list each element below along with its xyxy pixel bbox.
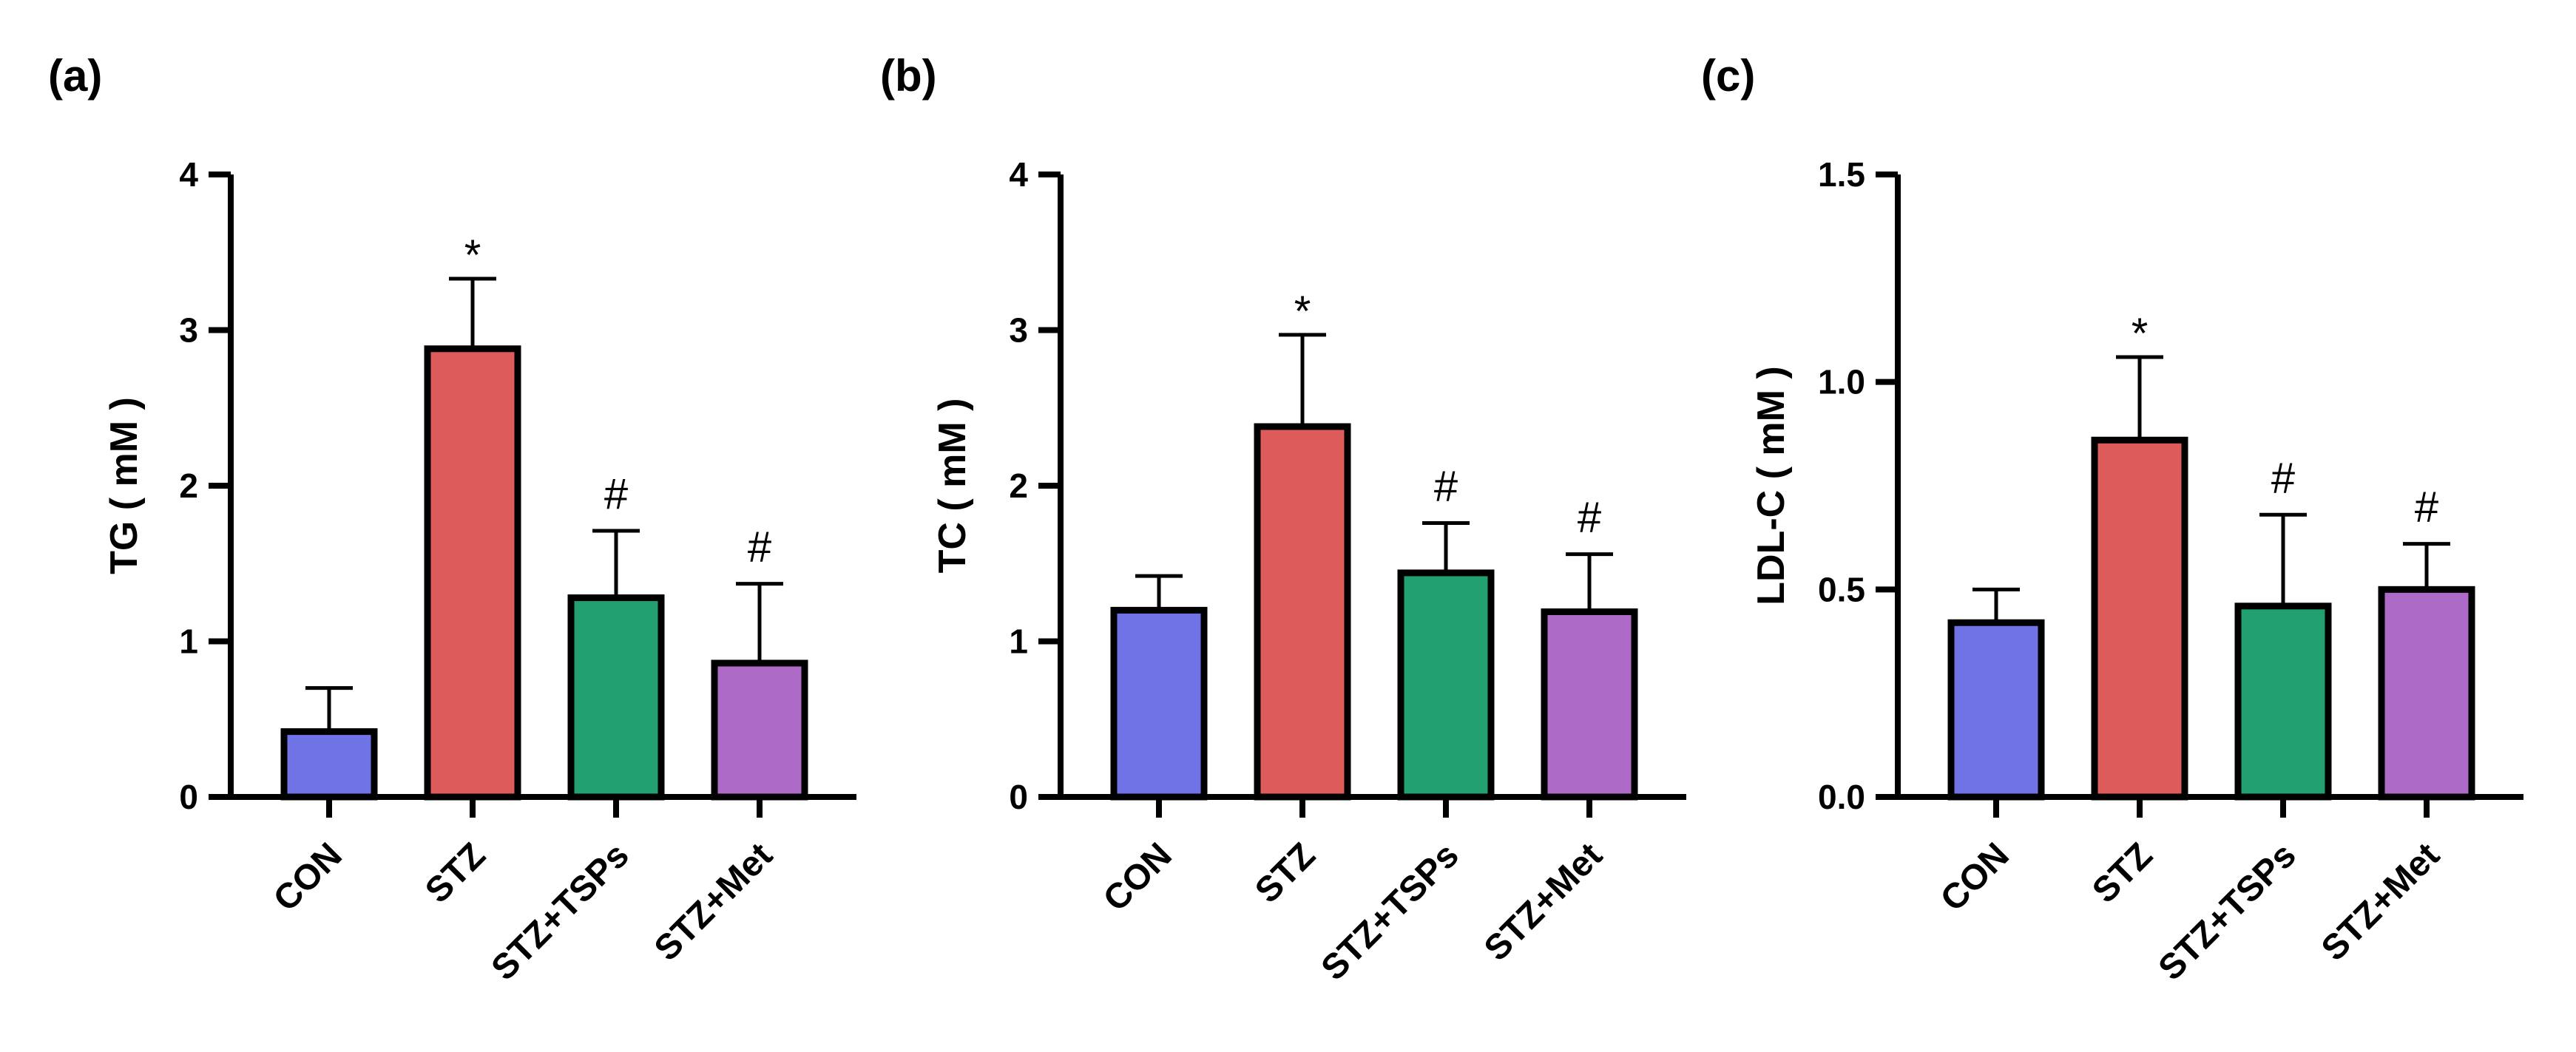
x-tick-label: STZ+Met <box>1477 835 1610 968</box>
y-tick-label: 1 <box>179 622 198 661</box>
significance-hash: # <box>604 470 628 518</box>
bar-con <box>280 728 378 801</box>
x-tick-label: STZ+TSPs <box>2151 835 2303 988</box>
bar-con <box>1947 619 2045 801</box>
bar-con <box>1110 606 1208 801</box>
significance-star: * <box>464 231 481 279</box>
y-tick-label: 0.5 <box>1818 570 1865 608</box>
bar-stz-met <box>1541 608 1638 801</box>
y-tick-label: 3 <box>1009 311 1028 350</box>
panel-label: (c) <box>1701 51 1755 101</box>
y-tick-label: 2 <box>179 466 198 505</box>
x-tick-label: CON <box>1933 835 2017 919</box>
bar-stz <box>424 345 521 801</box>
y-axis-label: TC ( mM ) <box>931 398 974 574</box>
significance-hash: # <box>1578 494 1601 542</box>
y-tick-label: 4 <box>1009 155 1028 194</box>
y-axis-label: TG ( mM ) <box>103 397 146 574</box>
x-tick-label: STZ <box>2085 835 2160 911</box>
bar-stz <box>1254 423 1351 801</box>
bar-stz-tsps <box>567 594 665 801</box>
panel-label: (a) <box>48 51 102 101</box>
x-tick-label: STZ+TSPs <box>484 835 636 988</box>
y-tick-label: 1.5 <box>1818 155 1865 194</box>
x-tick-label: STZ+TSPs <box>1314 835 1466 988</box>
x-tick-label: CON <box>1096 835 1180 919</box>
significance-hash: # <box>2271 454 2295 502</box>
chart-panel-1: (a) TG ( mM ) CON * STZ # STZ+TSPs # STZ+Met 0 1 2 3… <box>48 51 856 988</box>
chart-panel-2: (b) TC ( mM ) CON * STZ # STZ+TSPs # STZ+Met 0 1 2 3… <box>880 51 1686 988</box>
y-tick-label: 1 <box>1009 622 1028 661</box>
panel-label: (b) <box>880 51 937 101</box>
significance-star: * <box>2132 310 2149 358</box>
significance-hash: # <box>1434 463 1458 511</box>
y-tick-label: 2 <box>1009 466 1028 505</box>
y-tick-label: 4 <box>179 155 198 194</box>
y-axis-label: LDL-C ( mM ) <box>1750 366 1793 605</box>
significance-hash: # <box>748 523 771 571</box>
x-tick-label: STZ+Met <box>647 835 780 968</box>
chart-panel-3: (c) LDL-C ( mM ) CON * STZ # STZ+TSPs # STZ+Met 0… <box>1701 51 2523 988</box>
significance-star: * <box>1294 288 1311 336</box>
y-tick-label: 0 <box>179 778 198 816</box>
x-tick-label: STZ <box>1248 835 1323 911</box>
y-tick-label: 3 <box>179 311 198 350</box>
x-tick-label: CON <box>266 835 350 919</box>
bar-stz-tsps <box>2234 603 2332 801</box>
bar-stz-tsps <box>1397 569 1495 801</box>
bar-stz-met <box>711 659 808 801</box>
x-tick-label: STZ <box>418 835 493 911</box>
bar-stz <box>2091 436 2188 801</box>
bar-stz-met <box>2378 586 2475 801</box>
y-tick-label: 1.0 <box>1818 363 1865 401</box>
y-tick-label: 0 <box>1009 778 1028 816</box>
significance-hash: # <box>2415 483 2438 532</box>
y-tick-label: 0.0 <box>1818 778 1865 816</box>
x-tick-label: STZ+Met <box>2314 835 2447 968</box>
